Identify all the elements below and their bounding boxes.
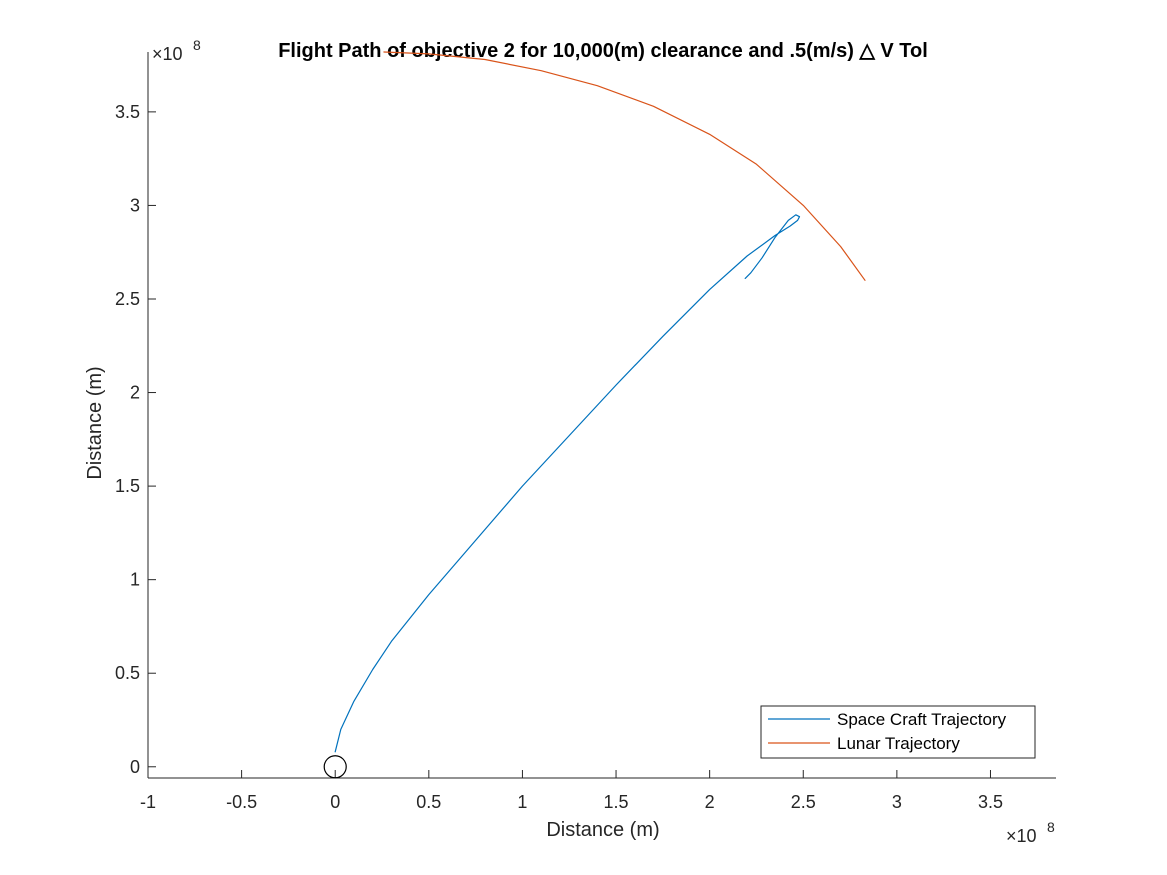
plot-area: -1 -0.5 0 0.5 1 1.5 2 2.5 3 3.5 0 0.5 1 1.5 2 2.5 3 3.5 [115, 51, 1056, 812]
x-axis-label: Distance (m) [546, 819, 659, 841]
y-exponent-base: ×10 [152, 44, 183, 64]
y-tick-label: 2.5 [115, 289, 140, 309]
y-tick-label: 0.5 [115, 663, 140, 683]
earth-marker [323, 755, 347, 779]
x-ticks: -1 -0.5 0 0.5 1 1.5 2 2.5 3 3.5 [140, 770, 1003, 812]
x-tick-label: -1 [140, 792, 156, 812]
legend: Space Craft Trajectory Lunar Trajectory [760, 705, 1036, 759]
y-tick-label: 1 [130, 570, 140, 590]
y-exponent-power: 8 [193, 37, 201, 53]
y-tick-label: 3 [130, 195, 140, 215]
y-tick-label: 0 [130, 757, 140, 777]
x-tick-label: -0.5 [226, 792, 257, 812]
x-tick-label: 1 [517, 792, 527, 812]
series-line-lunar [383, 51, 866, 281]
y-ticks: 0 0.5 1 1.5 2 2.5 3 3.5 [115, 102, 156, 777]
x-tick-label: 3 [892, 792, 902, 812]
x-tick-label: 1.5 [604, 792, 629, 812]
legend-label-spacecraft: Space Craft Trajectory [837, 710, 1007, 729]
y-tick-label: 1.5 [115, 476, 140, 496]
x-tick-label: 2 [705, 792, 715, 812]
legend-label-lunar: Lunar Trajectory [837, 734, 960, 753]
y-axis-label: Distance (m) [84, 366, 106, 479]
marker-layer [323, 755, 347, 779]
x-tick-label: 0.5 [416, 792, 441, 812]
y-exponent: ×10 8 [152, 37, 201, 64]
chart-title: Flight Path of objective 2 for 10,000(m)… [278, 40, 928, 62]
x-exponent-base: ×10 [1006, 826, 1037, 846]
legend-box [760, 705, 1036, 759]
y-tick-label: 2 [130, 383, 140, 403]
x-tick-label: 2.5 [791, 792, 816, 812]
x-exponent-power: 8 [1047, 819, 1055, 835]
y-tick-label: 3.5 [115, 102, 140, 122]
x-tick-label: 0 [330, 792, 340, 812]
x-tick-label: 3.5 [978, 792, 1003, 812]
series-line-spacecraft [334, 214, 801, 753]
x-exponent: ×10 8 [1006, 819, 1055, 846]
series-layer [334, 51, 866, 753]
